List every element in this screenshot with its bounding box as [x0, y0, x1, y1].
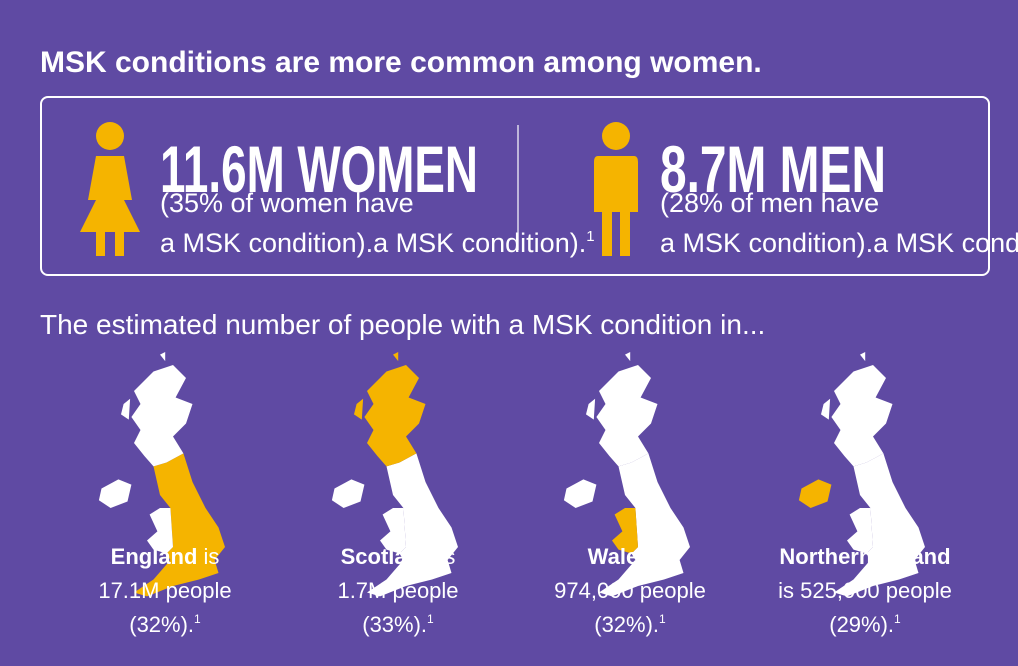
region-text: (32%).1	[594, 612, 666, 637]
region-text: Wales is	[588, 544, 673, 569]
footnote: 1	[894, 612, 901, 626]
region-text-part: (32%).	[129, 612, 194, 637]
region-text: is 525,000 people	[778, 578, 952, 603]
region-text-part: 1.7M people	[337, 578, 458, 603]
region-text-part: is	[440, 544, 456, 569]
map-region	[121, 352, 193, 467]
region-text-part: Northern Ireland	[779, 544, 950, 569]
map-region	[821, 352, 893, 467]
map-region	[834, 453, 925, 597]
stat-text: a MSK condition).a MSK condition).1	[660, 228, 1018, 258]
stat-headline: 8.7M MEN	[660, 132, 886, 206]
map-region	[331, 479, 365, 508]
map-region	[847, 508, 873, 554]
region-text: 974,000 people	[554, 578, 706, 603]
uk-map	[563, 352, 690, 597]
stat-text: a MSK condition).a MSK condition).1	[160, 228, 595, 258]
stat-headline: 11.6M WOMEN	[160, 132, 478, 206]
footnote: 1	[659, 612, 666, 626]
map-region	[354, 352, 426, 467]
stat-text: (35% of women have	[160, 188, 414, 218]
map-region	[599, 453, 690, 597]
map-region	[147, 508, 173, 554]
map-region	[563, 479, 597, 508]
footnote: 1	[427, 612, 434, 626]
region-text: (32%).1	[129, 612, 201, 637]
uk-map	[798, 352, 925, 597]
region-text-part: Scotland	[341, 544, 434, 569]
region-text: Northern Ireland	[779, 544, 950, 569]
region-text: England is	[111, 544, 220, 569]
region-text: (33%).1	[362, 612, 434, 637]
uk-map	[331, 352, 458, 597]
map-region	[798, 479, 832, 508]
region-text-part: is	[656, 544, 672, 569]
region-text: 1.7M people	[337, 578, 458, 603]
map-region	[612, 508, 638, 554]
female-icon	[80, 122, 140, 256]
footnote: 1	[194, 612, 201, 626]
stat-text: (28% of men have	[660, 188, 879, 218]
stats-box	[40, 96, 990, 276]
region-text-part: 17.1M people	[98, 578, 231, 603]
subtitle: The estimated number of people with a MS…	[40, 309, 765, 340]
region-text: Scotland is	[341, 544, 456, 569]
map-region	[380, 508, 406, 554]
title: MSK conditions are more common among wom…	[40, 46, 762, 79]
map-region	[367, 453, 458, 597]
region-text-part: England	[111, 544, 198, 569]
region-text-part: (32%).	[594, 612, 659, 637]
map-region	[98, 479, 132, 508]
map-region	[134, 453, 225, 597]
region-text-part: Wales	[588, 544, 651, 569]
map-region	[586, 352, 658, 467]
stat-text-line: a MSK condition).	[873, 228, 1018, 258]
region-text-part: (33%).	[362, 612, 427, 637]
region-text-part: is 525,000 people	[778, 578, 952, 603]
region-text: 17.1M people	[98, 578, 231, 603]
region-text: (29%).1	[829, 612, 901, 637]
stat-text-line: a MSK condition).	[373, 228, 586, 258]
region-text-part: (29%).	[829, 612, 894, 637]
male-icon	[594, 122, 638, 256]
uk-map	[98, 352, 225, 597]
footnote: 1	[586, 228, 594, 245]
region-text-part: 974,000 people	[554, 578, 706, 603]
region-text-part: is	[203, 544, 219, 569]
